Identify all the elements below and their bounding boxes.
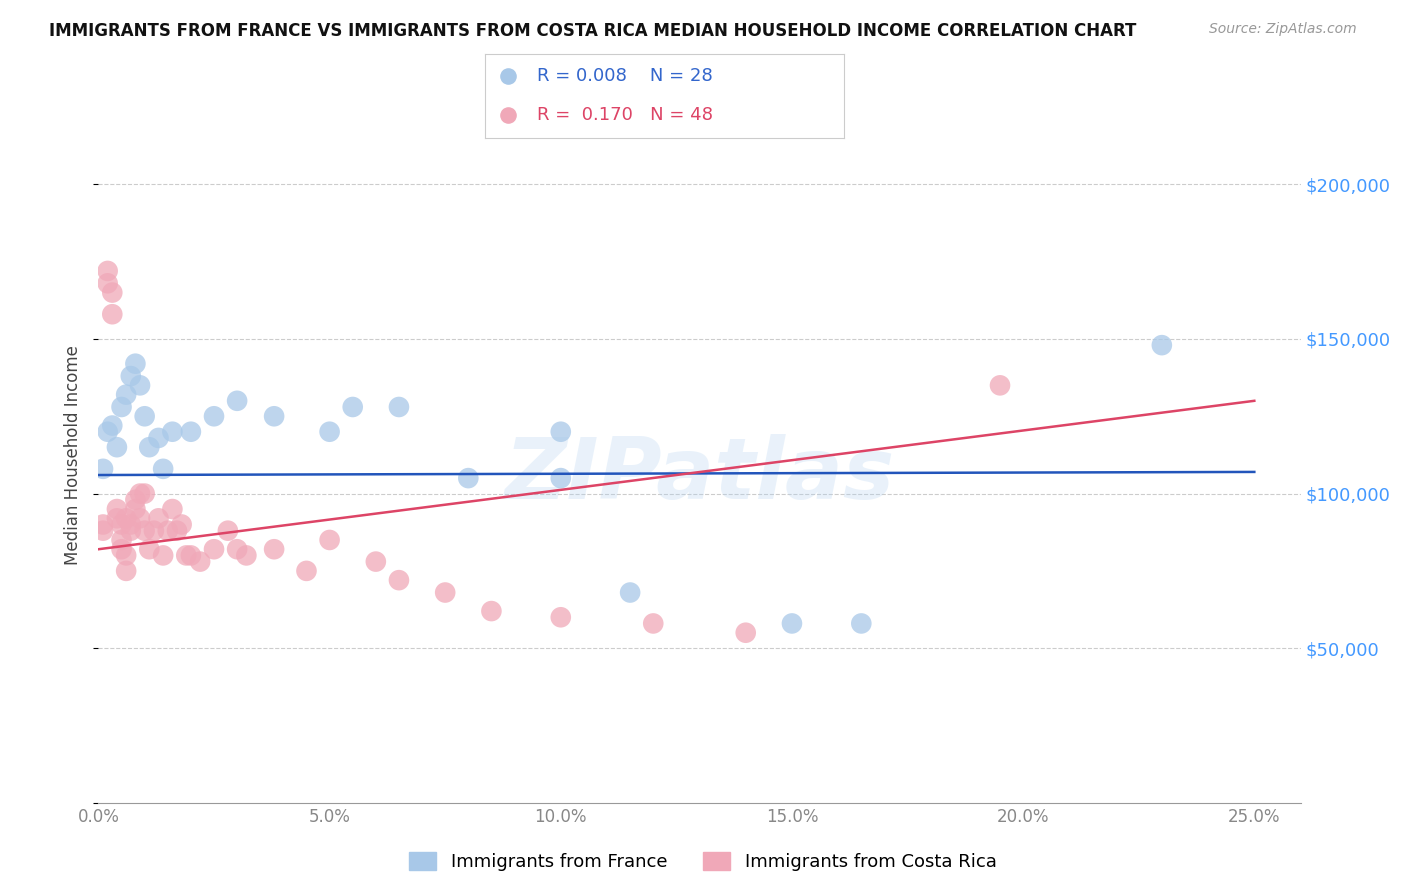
Point [91, 524, 114, 538]
Point [134, 409, 156, 424]
Point [115, 511, 138, 525]
Point [235, 549, 257, 563]
Point [388, 400, 411, 414]
Point [180, 425, 202, 439]
Point [152, 549, 174, 563]
Point [110, 400, 132, 414]
Point [226, 393, 249, 408]
Point [142, 524, 165, 538]
Point [129, 378, 152, 392]
Point [115, 549, 138, 563]
Point [457, 471, 479, 485]
Point [120, 369, 142, 384]
Point [550, 610, 572, 624]
Point [318, 533, 340, 547]
Point [97, 425, 120, 439]
Point [1150, 338, 1173, 352]
Point [162, 425, 184, 439]
Point [988, 378, 1011, 392]
Point [105, 511, 128, 525]
Point [217, 524, 239, 538]
Point [481, 604, 503, 618]
Point [263, 409, 285, 424]
Point [550, 471, 572, 485]
Point [202, 409, 225, 424]
Point [318, 425, 340, 439]
Point [148, 511, 170, 525]
Point [498, 70, 520, 84]
Point [434, 585, 457, 599]
Text: R =  0.170   N = 48: R = 0.170 N = 48 [537, 106, 713, 124]
Point [295, 564, 318, 578]
Point [188, 555, 211, 569]
Legend: Immigrants from France, Immigrants from Costa Rica: Immigrants from France, Immigrants from … [402, 845, 1004, 879]
Point [110, 533, 132, 547]
Point [129, 511, 152, 525]
Text: ZIPatlas: ZIPatlas [505, 434, 894, 517]
Point [851, 616, 873, 631]
Point [643, 616, 665, 631]
Point [180, 549, 202, 563]
Point [134, 524, 156, 538]
Point [734, 625, 756, 640]
Point [342, 400, 364, 414]
Point [120, 517, 142, 532]
Point [124, 502, 146, 516]
Point [91, 517, 114, 532]
Point [129, 486, 152, 500]
Point [124, 492, 146, 507]
Point [124, 357, 146, 371]
Point [364, 555, 387, 569]
Point [105, 440, 128, 454]
Point [550, 425, 572, 439]
Point [134, 486, 156, 500]
Point [105, 502, 128, 516]
Point [166, 524, 188, 538]
Point [97, 277, 120, 291]
Point [110, 542, 132, 557]
Point [115, 564, 138, 578]
Point [226, 542, 249, 557]
Text: Source: ZipAtlas.com: Source: ZipAtlas.com [1209, 22, 1357, 37]
Point [202, 542, 225, 557]
Point [148, 431, 170, 445]
Point [110, 517, 132, 532]
Text: R = 0.008    N = 28: R = 0.008 N = 28 [537, 68, 713, 86]
Point [152, 462, 174, 476]
Point [156, 524, 179, 538]
Point [263, 542, 285, 557]
Point [101, 418, 124, 433]
Point [619, 585, 641, 599]
Text: IMMIGRANTS FROM FRANCE VS IMMIGRANTS FROM COSTA RICA MEDIAN HOUSEHOLD INCOME COR: IMMIGRANTS FROM FRANCE VS IMMIGRANTS FRO… [49, 22, 1136, 40]
Point [91, 462, 114, 476]
Point [138, 440, 160, 454]
Point [174, 549, 197, 563]
Point [138, 542, 160, 557]
Point [780, 616, 803, 631]
Point [97, 264, 120, 278]
Point [498, 108, 520, 122]
Point [162, 502, 184, 516]
Point [120, 524, 142, 538]
Y-axis label: Median Household Income: Median Household Income [65, 345, 83, 565]
Point [115, 387, 138, 401]
Point [101, 285, 124, 300]
Point [388, 573, 411, 587]
Point [101, 307, 124, 321]
Point [170, 517, 193, 532]
